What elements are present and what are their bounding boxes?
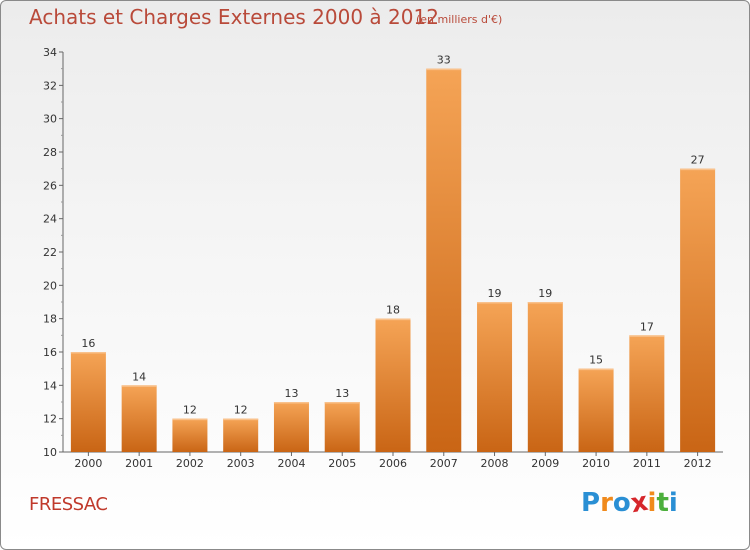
bar-2002 — [172, 418, 208, 452]
data-label: 18 — [386, 304, 400, 317]
bar-top-edge — [527, 302, 563, 304]
data-label: 33 — [437, 54, 451, 67]
bar-2000 — [70, 352, 106, 452]
y-tick-label: 16 — [43, 346, 57, 359]
bar-2004 — [273, 402, 309, 452]
bar-top-edge — [680, 168, 716, 171]
commune-name: FRESSAC — [29, 494, 108, 515]
axes: 10 12 14 16 18 20 22 24 26 28 30 32 34 2000 2001 2002 20… — [43, 46, 723, 470]
y-tick-label: 14 — [43, 379, 57, 392]
y-tick-label: 30 — [43, 113, 57, 126]
bar-2012 — [680, 168, 716, 452]
x-tick-label: 2012 — [684, 457, 712, 470]
y-tick-label: 18 — [43, 313, 57, 326]
bar-2001 — [121, 385, 157, 452]
x-tick-label: 2001 — [125, 457, 153, 470]
bar-2007 — [426, 68, 462, 453]
data-label: 13 — [335, 387, 349, 400]
bar-2009 — [527, 302, 563, 452]
x-tick-label: 2011 — [633, 457, 661, 470]
bar-top-edge — [324, 402, 360, 404]
proxiti-logo: Proxiti — [581, 487, 678, 519]
data-label: 12 — [183, 404, 197, 417]
bar-top-edge — [375, 318, 411, 321]
data-label: 19 — [488, 287, 502, 300]
chart-subtitle: (en milliers d'€) — [416, 13, 503, 26]
data-labels: 16 14 12 12 13 13 18 33 19 19 15 17 27 — [81, 54, 704, 417]
logo-letter: i — [647, 488, 657, 518]
chart-title: Achats et Charges Externes 2000 à 2012 — [29, 5, 439, 29]
bar-2006 — [375, 318, 411, 452]
data-label: 14 — [132, 370, 146, 383]
logo-letter: r — [600, 488, 613, 518]
data-label: 16 — [81, 337, 95, 350]
bar-top-edge — [121, 385, 157, 387]
data-label: 17 — [640, 320, 654, 333]
x-tick-label: 2004 — [277, 457, 305, 470]
x-tick-label: 2000 — [74, 457, 102, 470]
data-label: 27 — [691, 154, 705, 167]
bar-2011 — [629, 335, 665, 452]
x-tick-label: 2010 — [582, 457, 610, 470]
bar-top-edge — [223, 418, 259, 421]
bar-top-edge — [578, 368, 614, 371]
logo-letter: i — [668, 488, 678, 518]
y-tick-label: 28 — [43, 146, 57, 159]
x-tick-label: 2008 — [481, 457, 509, 470]
y-tick-label: 24 — [43, 213, 57, 226]
y-tick-label: 12 — [43, 413, 57, 426]
bar-top-edge — [426, 68, 462, 71]
bar-2010 — [578, 368, 614, 452]
data-label: 15 — [589, 354, 603, 367]
bars — [70, 68, 716, 453]
x-tick-label: 2007 — [430, 457, 458, 470]
x-tick-label: 2009 — [531, 457, 559, 470]
logo-letter: t — [656, 488, 669, 518]
bar-top-edge — [477, 302, 513, 304]
y-tick-label: 10 — [43, 446, 57, 459]
data-label: 13 — [284, 387, 298, 400]
y-tick-label: 20 — [43, 279, 57, 292]
x-tick-label: 2005 — [328, 457, 356, 470]
bar-2005 — [324, 402, 360, 452]
data-label: 12 — [234, 404, 248, 417]
bar-2008 — [477, 302, 513, 452]
bar-top-edge — [70, 352, 106, 354]
y-tick-label: 34 — [43, 46, 57, 59]
y-tick-label: 32 — [43, 79, 57, 92]
data-label: 19 — [538, 287, 552, 300]
bar-top-edge — [172, 418, 208, 421]
bar-2003 — [223, 418, 259, 452]
y-tick-label: 22 — [43, 246, 57, 259]
x-tick-label: 2002 — [176, 457, 204, 470]
y-tick-label: 26 — [43, 179, 57, 192]
x-tick-label: 2006 — [379, 457, 407, 470]
bar-top-edge — [629, 335, 665, 337]
x-tick-label: 2003 — [227, 457, 255, 470]
logo-letter: P — [581, 488, 601, 518]
bar-top-edge — [273, 402, 309, 404]
logo-letter: o — [612, 488, 631, 518]
